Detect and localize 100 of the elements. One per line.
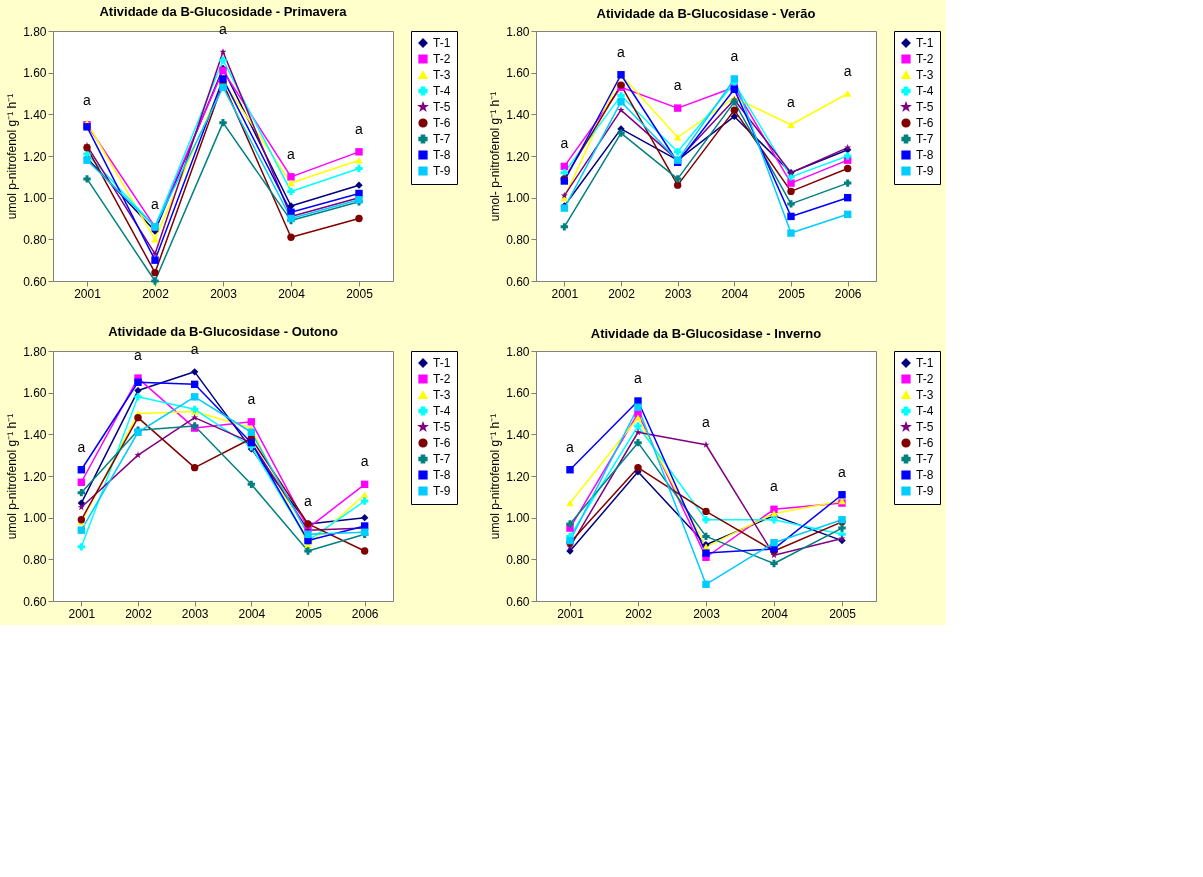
legend-label: T-4 xyxy=(433,404,451,418)
legend-label: T-6 xyxy=(433,116,451,130)
legend-label: T-8 xyxy=(433,468,451,482)
annotation: a xyxy=(787,93,796,110)
legend-label: T-7 xyxy=(433,132,451,146)
legend-label: T-9 xyxy=(916,164,934,178)
legend-label: T-3 xyxy=(433,68,451,82)
legend-label: T-8 xyxy=(433,148,451,162)
legend-label: T-5 xyxy=(916,100,934,114)
chart-title: Atividade da B-Glucosidade - Primavera xyxy=(99,3,348,19)
y-tick-label: 0.80 xyxy=(23,232,47,247)
annotation: a xyxy=(219,20,228,37)
y-tick-label: 0.60 xyxy=(23,274,47,289)
legend-label: T-1 xyxy=(433,356,451,370)
y-tick-label: 1.20 xyxy=(23,469,47,484)
annotation: a xyxy=(566,438,575,455)
y-tick-label: 1.60 xyxy=(506,386,530,401)
legend-label: T-4 xyxy=(916,84,934,98)
y-tick-label: 1.80 xyxy=(23,344,47,359)
x-tick-label: 2005 xyxy=(829,606,857,621)
chart-title: Atividade da B-Glucosidase - Inverno xyxy=(590,326,822,341)
y-tick-label: 1.40 xyxy=(23,107,47,122)
chart-title: Atividade da B-Glucosidase - Verão xyxy=(596,6,816,21)
y-tick-label: 1.00 xyxy=(23,191,47,206)
legend-label: T-8 xyxy=(916,468,934,482)
annotation: a xyxy=(77,438,86,455)
legend-label: T-5 xyxy=(433,420,451,434)
annotation: a xyxy=(730,47,739,64)
x-tick-label: 2004 xyxy=(761,606,789,621)
y-tick-label: 1.00 xyxy=(23,511,47,526)
y-tick-label: 1.40 xyxy=(506,107,530,122)
legend-label: T-3 xyxy=(433,388,451,402)
x-tick-label: 2001 xyxy=(557,606,585,621)
x-tick-label: 2004 xyxy=(721,286,749,301)
annotation: a xyxy=(247,390,256,407)
y-tick-label: 1.20 xyxy=(506,469,530,484)
legend-label: T-6 xyxy=(916,436,934,450)
x-tick-label: 2001 xyxy=(74,286,102,301)
y-tick-label: 1.20 xyxy=(506,149,530,164)
legend-label: T-1 xyxy=(916,356,934,370)
y-tick-label: 0.60 xyxy=(506,594,530,609)
y-axis-title: umol- p-nitrofenol g⁻¹ h⁻¹ xyxy=(488,91,503,222)
y-tick-label: 0.60 xyxy=(506,274,530,289)
y-tick-label: 1.60 xyxy=(23,66,47,81)
annotation: a xyxy=(83,91,92,108)
annotation: a xyxy=(838,463,847,480)
y-tick-label: 1.80 xyxy=(23,24,47,39)
y-tick-label: 1.80 xyxy=(506,344,530,359)
legend-label: T-2 xyxy=(916,372,934,386)
annotation: a xyxy=(355,120,364,137)
annotation: a xyxy=(360,453,369,470)
y-tick-label: 1.40 xyxy=(506,427,530,442)
x-tick-label: 2005 xyxy=(778,286,806,301)
x-tick-label: 2003 xyxy=(181,606,209,621)
legend-label: T-6 xyxy=(433,436,451,450)
y-axis-title: umol p-nitrofenol g⁻¹ h⁻¹ xyxy=(5,413,20,540)
legend-label: T-9 xyxy=(433,484,451,498)
y-tick-label: 1.60 xyxy=(506,66,530,81)
y-axis-title: umol p-nitrofenol g⁻¹ h⁻¹ xyxy=(488,413,503,540)
x-tick-label: 2003 xyxy=(693,606,721,621)
legend-label: T-1 xyxy=(916,36,934,50)
y-tick-label: 1.60 xyxy=(23,386,47,401)
x-tick-label: 2002 xyxy=(125,606,153,621)
annotation: a xyxy=(617,43,626,60)
legend-label: T-2 xyxy=(916,52,934,66)
x-tick-label: 2001 xyxy=(551,286,579,301)
y-tick-label: 1.80 xyxy=(506,24,530,39)
y-axis-title: umol p-nitrofenol g⁻¹ h⁻¹ xyxy=(5,93,20,220)
annotation: a xyxy=(560,135,569,152)
legend-label: T-1 xyxy=(433,36,451,50)
legend-label: T-2 xyxy=(433,52,451,66)
x-tick-label: 2006 xyxy=(834,286,862,301)
annotation: a xyxy=(151,195,160,212)
y-tick-label: 0.60 xyxy=(23,594,47,609)
x-tick-label: 2002 xyxy=(625,606,653,621)
legend-label: T-5 xyxy=(433,100,451,114)
legend-label: T-9 xyxy=(916,484,934,498)
y-tick-label: 0.80 xyxy=(23,552,47,567)
chart-title: Atividade da B-Glucosidase - Outono xyxy=(108,323,338,339)
x-tick-label: 2004 xyxy=(238,606,266,621)
annotation: a xyxy=(304,492,313,509)
legend-label: T-6 xyxy=(916,116,934,130)
x-tick-label: 2003 xyxy=(210,286,238,301)
legend-label: T-4 xyxy=(916,404,934,418)
annotation: a xyxy=(702,413,711,430)
x-tick-label: 2002 xyxy=(142,286,170,301)
annotation: a xyxy=(287,145,296,162)
x-tick-label: 2003 xyxy=(664,286,692,301)
legend-label: T-3 xyxy=(916,68,934,82)
x-tick-label: 2005 xyxy=(295,606,323,621)
annotation: a xyxy=(843,62,852,79)
y-tick-label: 0.80 xyxy=(506,232,530,247)
y-tick-label: 0.80 xyxy=(506,552,530,567)
x-tick-label: 2006 xyxy=(351,606,379,621)
y-tick-label: 1.20 xyxy=(23,149,47,164)
annotation: a xyxy=(770,478,779,495)
legend-label: T-7 xyxy=(916,452,934,466)
annotation: a xyxy=(673,77,682,94)
annotation: a xyxy=(634,370,643,386)
legend-label: T-7 xyxy=(433,452,451,466)
